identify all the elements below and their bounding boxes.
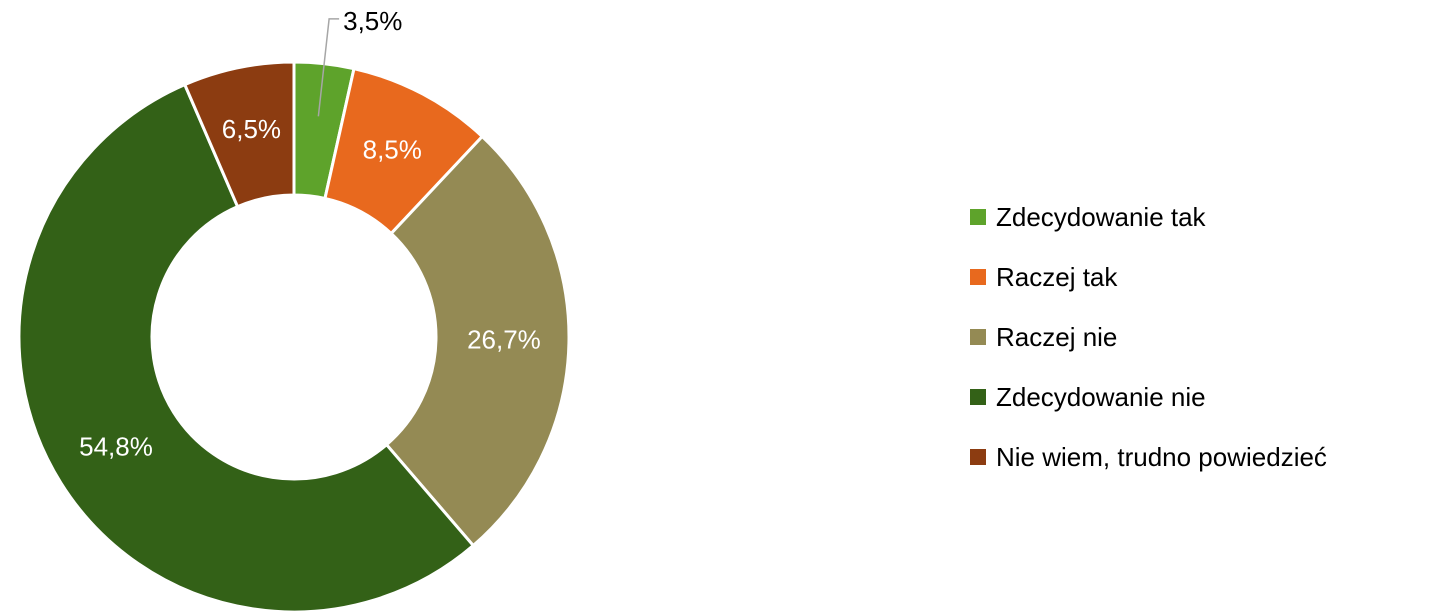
legend-label: Raczej tak: [996, 262, 1118, 292]
data-label: 54,8%: [79, 431, 153, 461]
legend-swatch: [970, 209, 986, 225]
data-label: 26,7%: [467, 324, 541, 354]
legend-swatch: [970, 449, 986, 465]
legend-swatch: [970, 329, 986, 345]
data-label: 3,5%: [343, 6, 402, 36]
leader-line: [317, 18, 340, 117]
legend-label: Raczej nie: [996, 322, 1117, 352]
data-label: 8,5%: [363, 134, 422, 164]
donut-slice: [17, 82, 476, 613]
legend-label: Zdecydowanie nie: [996, 382, 1206, 412]
data-label: 6,5%: [222, 114, 281, 144]
legend-label: Zdecydowanie tak: [996, 202, 1207, 232]
donut-slice: [182, 60, 296, 209]
legend-swatch: [970, 389, 986, 405]
legend-swatch: [970, 269, 986, 285]
donut-slice: [384, 134, 571, 548]
legend-label: Nie wiem, trudno powiedzieć: [996, 442, 1327, 472]
